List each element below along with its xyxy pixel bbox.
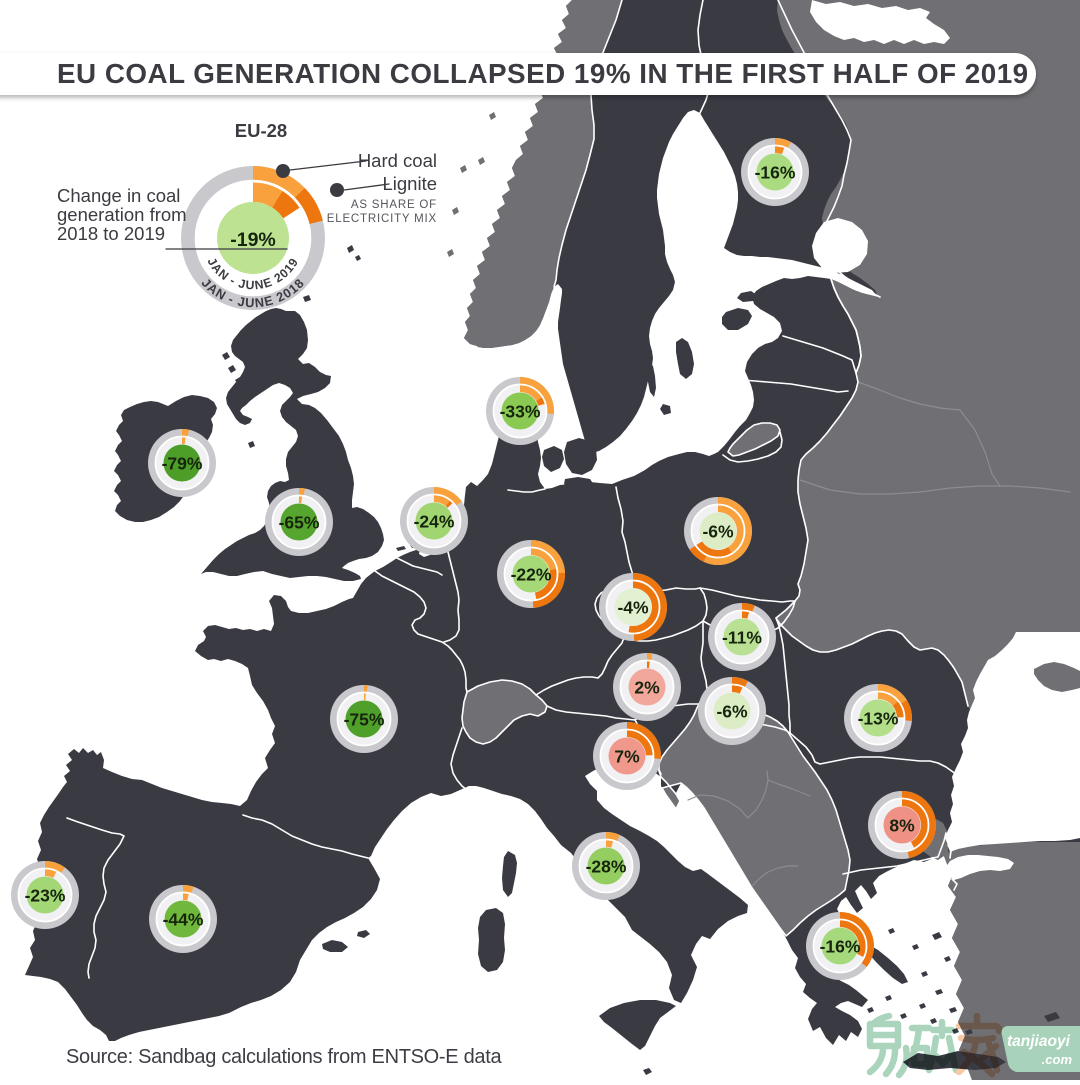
svg-text:.com: .com: [1042, 1052, 1073, 1067]
svg-text:ELECTRICITY MIX: ELECTRICITY MIX: [327, 213, 437, 225]
svg-text:Change in coal: Change in coal: [57, 185, 180, 206]
svg-text:Source: Sandbag calculations f: Source: Sandbag calculations from ENTSO-…: [66, 1046, 502, 1068]
svg-text:-4%: -4%: [617, 597, 649, 617]
svg-text:-65%: -65%: [279, 512, 320, 532]
svg-text:-28%: -28%: [586, 856, 627, 876]
svg-text:8%: 8%: [889, 815, 915, 835]
svg-text:AS SHARE OF: AS SHARE OF: [351, 199, 437, 211]
svg-text:-44%: -44%: [163, 909, 204, 929]
svg-text:-16%: -16%: [755, 162, 796, 182]
svg-text:-11%: -11%: [722, 627, 762, 647]
svg-text:generation from: generation from: [57, 204, 187, 225]
svg-text:-13%: -13%: [858, 708, 899, 728]
svg-text:-22%: -22%: [511, 564, 552, 584]
svg-text:-75%: -75%: [344, 709, 385, 729]
svg-text:7%: 7%: [614, 746, 640, 766]
svg-text:Hard coal: Hard coal: [358, 150, 437, 171]
svg-text:-6%: -6%: [716, 701, 748, 721]
svg-text:-33%: -33%: [500, 401, 541, 421]
svg-text:2018 to 2019: 2018 to 2019: [57, 223, 165, 244]
svg-text:tanjiaoyi: tanjiaoyi: [1007, 1033, 1071, 1050]
svg-text:Lignite: Lignite: [382, 173, 437, 194]
svg-text:EU COAL GENERATION COLLAPSED 1: EU COAL GENERATION COLLAPSED 19% IN THE …: [57, 58, 1029, 89]
svg-text:-16%: -16%: [820, 936, 861, 956]
svg-text:-23%: -23%: [25, 885, 66, 905]
svg-text:-79%: -79%: [162, 453, 203, 473]
svg-text:-6%: -6%: [702, 521, 734, 541]
svg-text:2%: 2%: [634, 677, 660, 697]
svg-text:EU-28: EU-28: [235, 120, 287, 141]
svg-text:-19%: -19%: [230, 229, 276, 251]
svg-text:-24%: -24%: [414, 511, 455, 531]
